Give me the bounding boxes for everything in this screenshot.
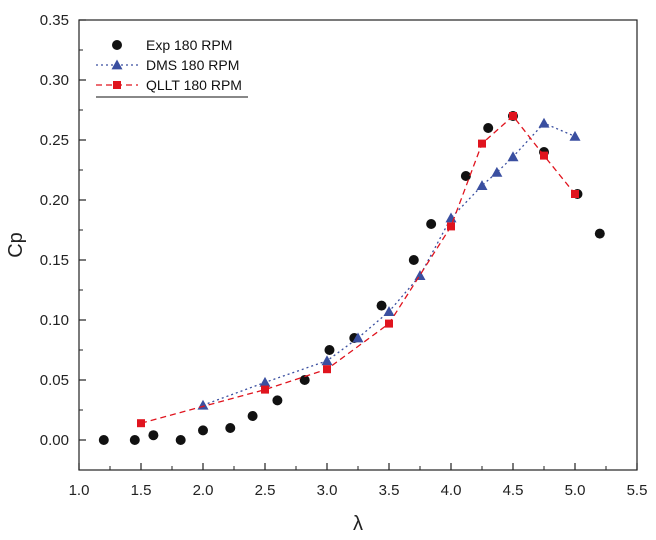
legend-item-dms-180-rpm: DMS 180 RPM: [96, 57, 239, 73]
qllt-180-rpm-point: [509, 112, 517, 120]
y-tick-label: 0.20: [40, 192, 69, 209]
dms-180-rpm-point: [414, 270, 426, 280]
dms-180-rpm-series: [197, 117, 581, 410]
legend-label: QLLT 180 RPM: [146, 77, 242, 93]
legend-label: DMS 180 RPM: [146, 57, 239, 73]
dms-180-rpm-point: [321, 355, 333, 366]
x-tick-label: 2.0: [193, 482, 214, 499]
x-tick-label: 3.0: [317, 482, 338, 499]
exp-180-rpm-point: [376, 300, 387, 311]
x-tick-label: 1.5: [131, 482, 152, 499]
exp-180-rpm-point: [594, 228, 605, 239]
exp-180-rpm-point: [272, 395, 283, 406]
y-tick-label: 0.25: [40, 132, 69, 149]
exp-180-rpm-series: [98, 111, 605, 445]
y-tick-label: 0.00: [40, 432, 69, 449]
exp-180-rpm-point: [460, 171, 471, 181]
qllt-180-rpm-point: [261, 385, 269, 394]
qllt-180-rpm-point: [323, 365, 331, 374]
exp-180-rpm-point: [408, 255, 419, 265]
exp-180-rpm-point: [225, 423, 236, 433]
legend-item-qllt-180-rpm: QLLT 180 RPM: [96, 77, 242, 93]
dms-180-rpm-point: [538, 117, 550, 128]
y-tick-label: 0.10: [40, 312, 69, 329]
legend-marker: [111, 59, 123, 70]
y-tick-label: 0.35: [40, 12, 69, 29]
y-tick-label: 0.05: [40, 372, 69, 389]
qllt-180-rpm-line: [140, 115, 576, 424]
exp-180-rpm-point: [299, 375, 310, 385]
qllt-180-rpm-point: [385, 319, 393, 328]
y-tick-label: 0.15: [40, 252, 69, 269]
legend-item-exp-180-rpm: Exp 180 RPM: [112, 37, 232, 53]
exp-180-rpm-point: [426, 219, 437, 229]
x-tick-label: 2.5: [255, 482, 276, 499]
exp-180-rpm-point: [198, 425, 208, 436]
x-axis-title: λ: [353, 513, 363, 535]
qllt-180-rpm-point: [447, 222, 455, 231]
x-tick-label: 1.0: [69, 482, 90, 499]
dms-180-rpm-point: [491, 166, 503, 177]
exp-180-rpm-point: [148, 430, 159, 441]
qllt-180-rpm-series: [137, 112, 579, 428]
dms-180-rpm-point: [383, 306, 395, 316]
legend-marker: [113, 81, 121, 89]
dms-180-rpm-point: [476, 180, 488, 190]
qllt-180-rpm-point: [478, 139, 486, 148]
x-tick-label: 4.5: [503, 482, 524, 499]
dms-180-rpm-point: [569, 130, 581, 141]
exp-180-rpm-point: [129, 435, 140, 445]
x-tick-label: 5.5: [627, 482, 648, 499]
legend-label: Exp 180 RPM: [146, 37, 232, 53]
y-axis-title: Cp: [5, 232, 27, 258]
exp-180-rpm-point: [175, 435, 186, 445]
exp-180-rpm-point: [247, 411, 258, 421]
qllt-180-rpm-point: [540, 151, 548, 160]
exp-180-rpm-point: [324, 345, 335, 355]
qllt-180-rpm-point: [137, 419, 145, 428]
dms-180-rpm-point: [507, 151, 519, 162]
x-tick-label: 3.5: [379, 482, 400, 499]
x-tick-label: 5.0: [565, 482, 586, 499]
legend-marker: [112, 40, 122, 50]
dms-180-rpm-line: [202, 122, 576, 406]
qllt-180-rpm-point: [571, 190, 579, 198]
dms-180-rpm-point: [352, 332, 364, 343]
x-tick-label: 4.0: [441, 482, 462, 499]
y-tick-label: 0.30: [40, 72, 69, 89]
exp-180-rpm-point: [483, 123, 494, 133]
dms-180-rpm-point: [259, 376, 271, 387]
exp-180-rpm-point: [98, 435, 109, 445]
